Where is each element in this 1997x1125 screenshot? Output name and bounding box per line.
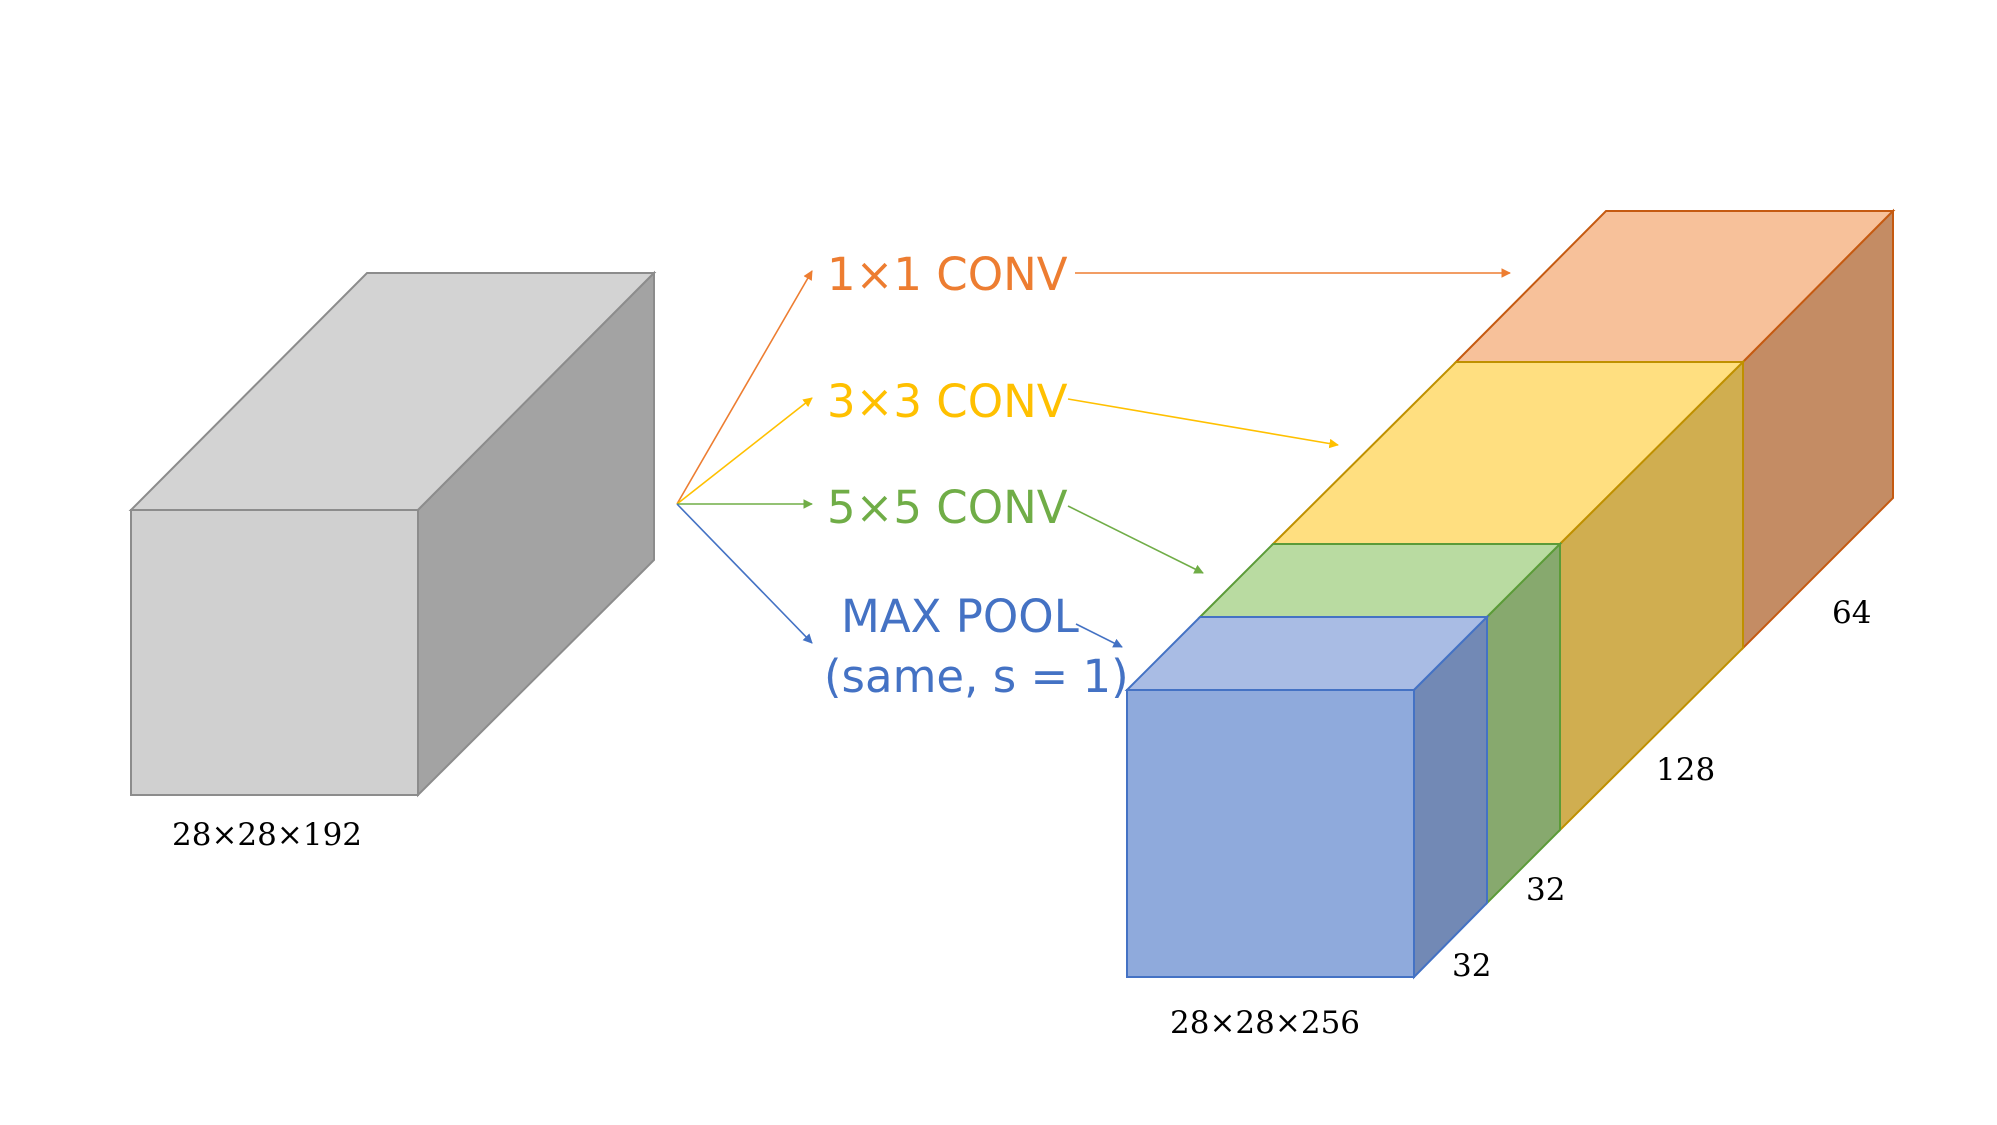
output-volume-dims-label: 28×28×256 [1170,1005,1360,1041]
output-arrows [1067,268,1511,648]
output-block-5x5-conv [1197,541,1563,906]
output-volume [1124,208,1896,980]
arrow-to-1x1-conv [676,270,813,505]
arrow-3x3-to-output [1067,398,1339,449]
output-block-max-pool [1124,614,1490,980]
op-label-max-pool-params: (same, s = 1) [824,650,1129,703]
channels-label-3x3-conv: 128 [1656,752,1715,788]
channels-label-max-pool: 32 [1452,948,1491,984]
input-volume [128,270,657,798]
channels-label-1x1-conv: 64 [1832,595,1871,631]
arrow-maxpool-to-output [1075,623,1123,648]
arrow-5x5-to-output [1067,505,1204,574]
output-block-maxpool-front-face [1126,689,1415,978]
op-label-3x3-conv: 3×3 CONV [827,375,1068,428]
arrow-to-3x3-conv [676,397,813,505]
input-volume-front-face [130,509,419,796]
op-label-5x5-conv: 5×5 CONV [827,481,1068,534]
arrow-to-max-pool [676,503,813,644]
branch-arrows [676,270,813,644]
channels-label-5x5-conv: 32 [1526,872,1565,908]
op-label-max-pool: MAX POOL [841,590,1079,643]
input-volume-dims-label: 28×28×192 [172,817,362,853]
op-label-1x1-conv: 1×1 CONV [827,248,1068,301]
